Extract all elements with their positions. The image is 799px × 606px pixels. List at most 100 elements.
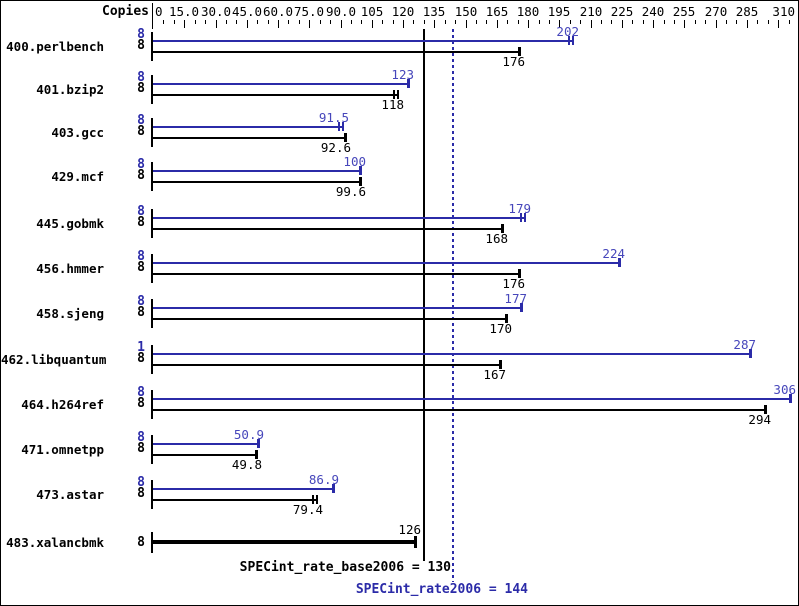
axis-minor-tick [288,20,289,24]
peak-copies-label: 1 [137,340,145,355]
base-bar-end-cap [499,360,502,369]
axis-major-tick [309,20,310,28]
base-bar-end-cap [518,47,521,56]
axis-minor-tick [476,20,477,24]
base-bar [153,181,361,183]
axis-minor-tick [549,20,550,24]
peak-bar [153,398,791,400]
benchmark-label: 471.omnetpp [21,442,104,457]
base-value-label: 176 [502,276,525,291]
axis-minor-tick [445,20,446,24]
axis-major-tick [747,20,748,28]
benchmark-start-bracket [151,435,153,464]
axis-major-tick [403,20,404,28]
peak-bar [153,217,526,219]
peak-copies-label: 8 [137,385,145,400]
axis-minor-tick [382,20,383,24]
peak-value-label: 123 [391,67,414,82]
axis-minor-tick [424,20,425,24]
base-value-label: 176 [502,54,525,69]
peak-bar-median-cap [520,213,522,222]
benchmark-label: 400.perlbench [6,39,104,54]
axis-tick-label: 310 [772,4,795,19]
base-bar [153,499,318,501]
base-bar-end-cap [255,450,258,459]
base-copies-label: 8 [137,396,145,411]
axis-tick-label: 60.0 [262,4,294,19]
peak-bar-median-cap [338,122,340,131]
base-value-label: 99.6 [335,184,366,199]
axis-tick-label: 150 [454,4,478,19]
axis-tick-label: 30.0 [200,4,232,19]
axis-minor-tick [705,20,706,24]
axis-minor-tick [195,20,196,24]
axis-minor-tick [580,20,581,24]
axis-origin-line [152,3,153,29]
axis-minor-tick [486,20,487,24]
base-copies-label: 8 [137,124,145,139]
base-bar [153,94,399,96]
base-bar-end-cap [501,224,504,233]
axis-major-tick [559,20,560,28]
benchmark-start-bracket [151,75,153,104]
axis-minor-tick [361,20,362,24]
axis-minor-tick [726,20,727,24]
base-copies-label: 8 [137,486,145,501]
axis-major-tick [497,20,498,28]
base-bar [153,540,416,544]
peak-value-label: 202 [556,24,579,39]
base-bar-end-cap [414,536,417,548]
axis-minor-tick [570,20,571,24]
axis-minor-tick [320,20,321,24]
base-bar-median-cap [393,90,395,99]
axis-minor-tick [299,20,300,24]
benchmark-start-bracket [151,118,153,147]
benchmark-start-bracket [151,254,153,283]
base-bar [153,228,503,230]
base-copies-label: 8 [137,441,145,456]
axis-major-tick [528,20,529,28]
peak-bar-end-cap [332,484,335,493]
benchmark-start-bracket [151,532,153,553]
base-bar [153,409,766,411]
peak-bar-end-cap [524,213,526,222]
axis-minor-tick [674,20,675,24]
axis-tick-label: 285 [735,4,759,19]
base-value-label: 49.8 [231,457,262,472]
axis-major-tick [622,20,623,28]
axis-tick-label: 90.0 [325,4,357,19]
base-bar-end-cap [359,177,362,186]
axis-minor-tick [695,20,696,24]
benchmark-start-bracket [151,299,153,328]
benchmark-start-bracket [151,162,153,191]
peak-bar [153,40,574,42]
axis-minor-tick [643,20,644,24]
axis-tick-label: 75.0 [293,4,325,19]
base-bar-end-cap [397,90,399,99]
base-value-label: 118 [381,97,404,112]
base-bar-median-cap [312,495,314,504]
benchmark-label: 445.gobmk [36,216,104,231]
peak-bar [153,353,751,355]
benchmark-label: 458.sjeng [36,306,104,321]
axis-tick-label: 195 [547,4,571,19]
base-bar-end-cap [505,314,508,323]
peak-copies-label: 8 [137,430,145,445]
base-copies-label: 8 [137,81,145,96]
peak-value-label: 287 [733,337,756,352]
axis-major-tick [278,20,279,28]
base-bar [153,318,507,320]
axis-major-tick [247,20,248,28]
peak-bar-median-cap [568,36,570,45]
axis-minor-tick [632,20,633,24]
base-value-label: 294 [748,412,771,427]
benchmark-start-bracket [151,345,153,374]
axis-tick-label: 15.0 [168,4,200,19]
base-score-label: SPECint_rate_base2006 = 130 [239,560,451,575]
base-value-label: 167 [483,367,506,382]
axis-minor-tick [768,20,769,24]
peak-bar-end-cap [572,36,574,45]
axis-minor-tick [611,20,612,24]
axis-tick-label: 135 [422,4,446,19]
